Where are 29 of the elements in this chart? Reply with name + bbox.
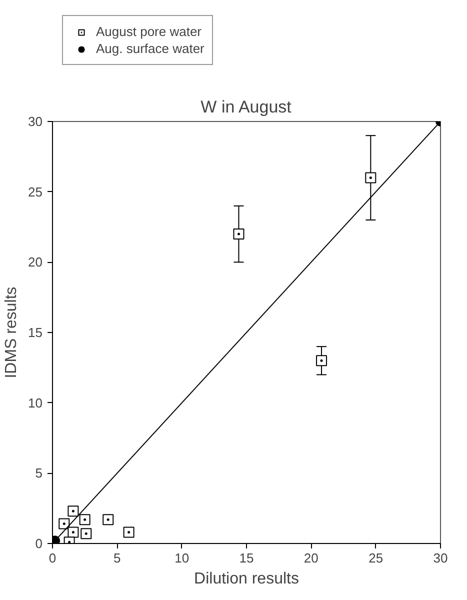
x-tick-label: 5	[114, 550, 121, 566]
x-tick-label: 10	[174, 550, 190, 566]
chart-title: W in August	[200, 98, 292, 116]
point	[365, 172, 376, 184]
y-tick-label: 30	[28, 114, 43, 129]
x-tick-label: 25	[368, 550, 384, 566]
x-axis-title: Dilution results	[194, 570, 299, 588]
x-tick-label: 0	[48, 550, 56, 566]
y-tick-label: 25	[28, 184, 43, 200]
y-tick-label: 10	[28, 395, 43, 410]
legend-label: August pore water	[96, 24, 202, 39]
x-tick-label: 20	[304, 550, 318, 566]
point	[102, 514, 114, 526]
y-tick-label: 15	[28, 325, 43, 340]
point	[123, 526, 134, 538]
point	[79, 514, 90, 526]
y-tick-label: 0	[35, 536, 43, 551]
y-axis-title: IDMS results	[3, 286, 20, 378]
y-tick-label: 20	[28, 254, 43, 270]
x-tick-label: 30	[433, 550, 448, 566]
y-tick-label: 5	[35, 466, 43, 481]
point	[80, 528, 92, 540]
point	[68, 506, 79, 517]
x-tick-label: 15	[239, 550, 254, 566]
point	[68, 526, 79, 538]
point	[316, 355, 328, 366]
legend-label: Aug. surface water	[96, 41, 204, 56]
point	[58, 518, 70, 530]
point	[233, 228, 244, 240]
